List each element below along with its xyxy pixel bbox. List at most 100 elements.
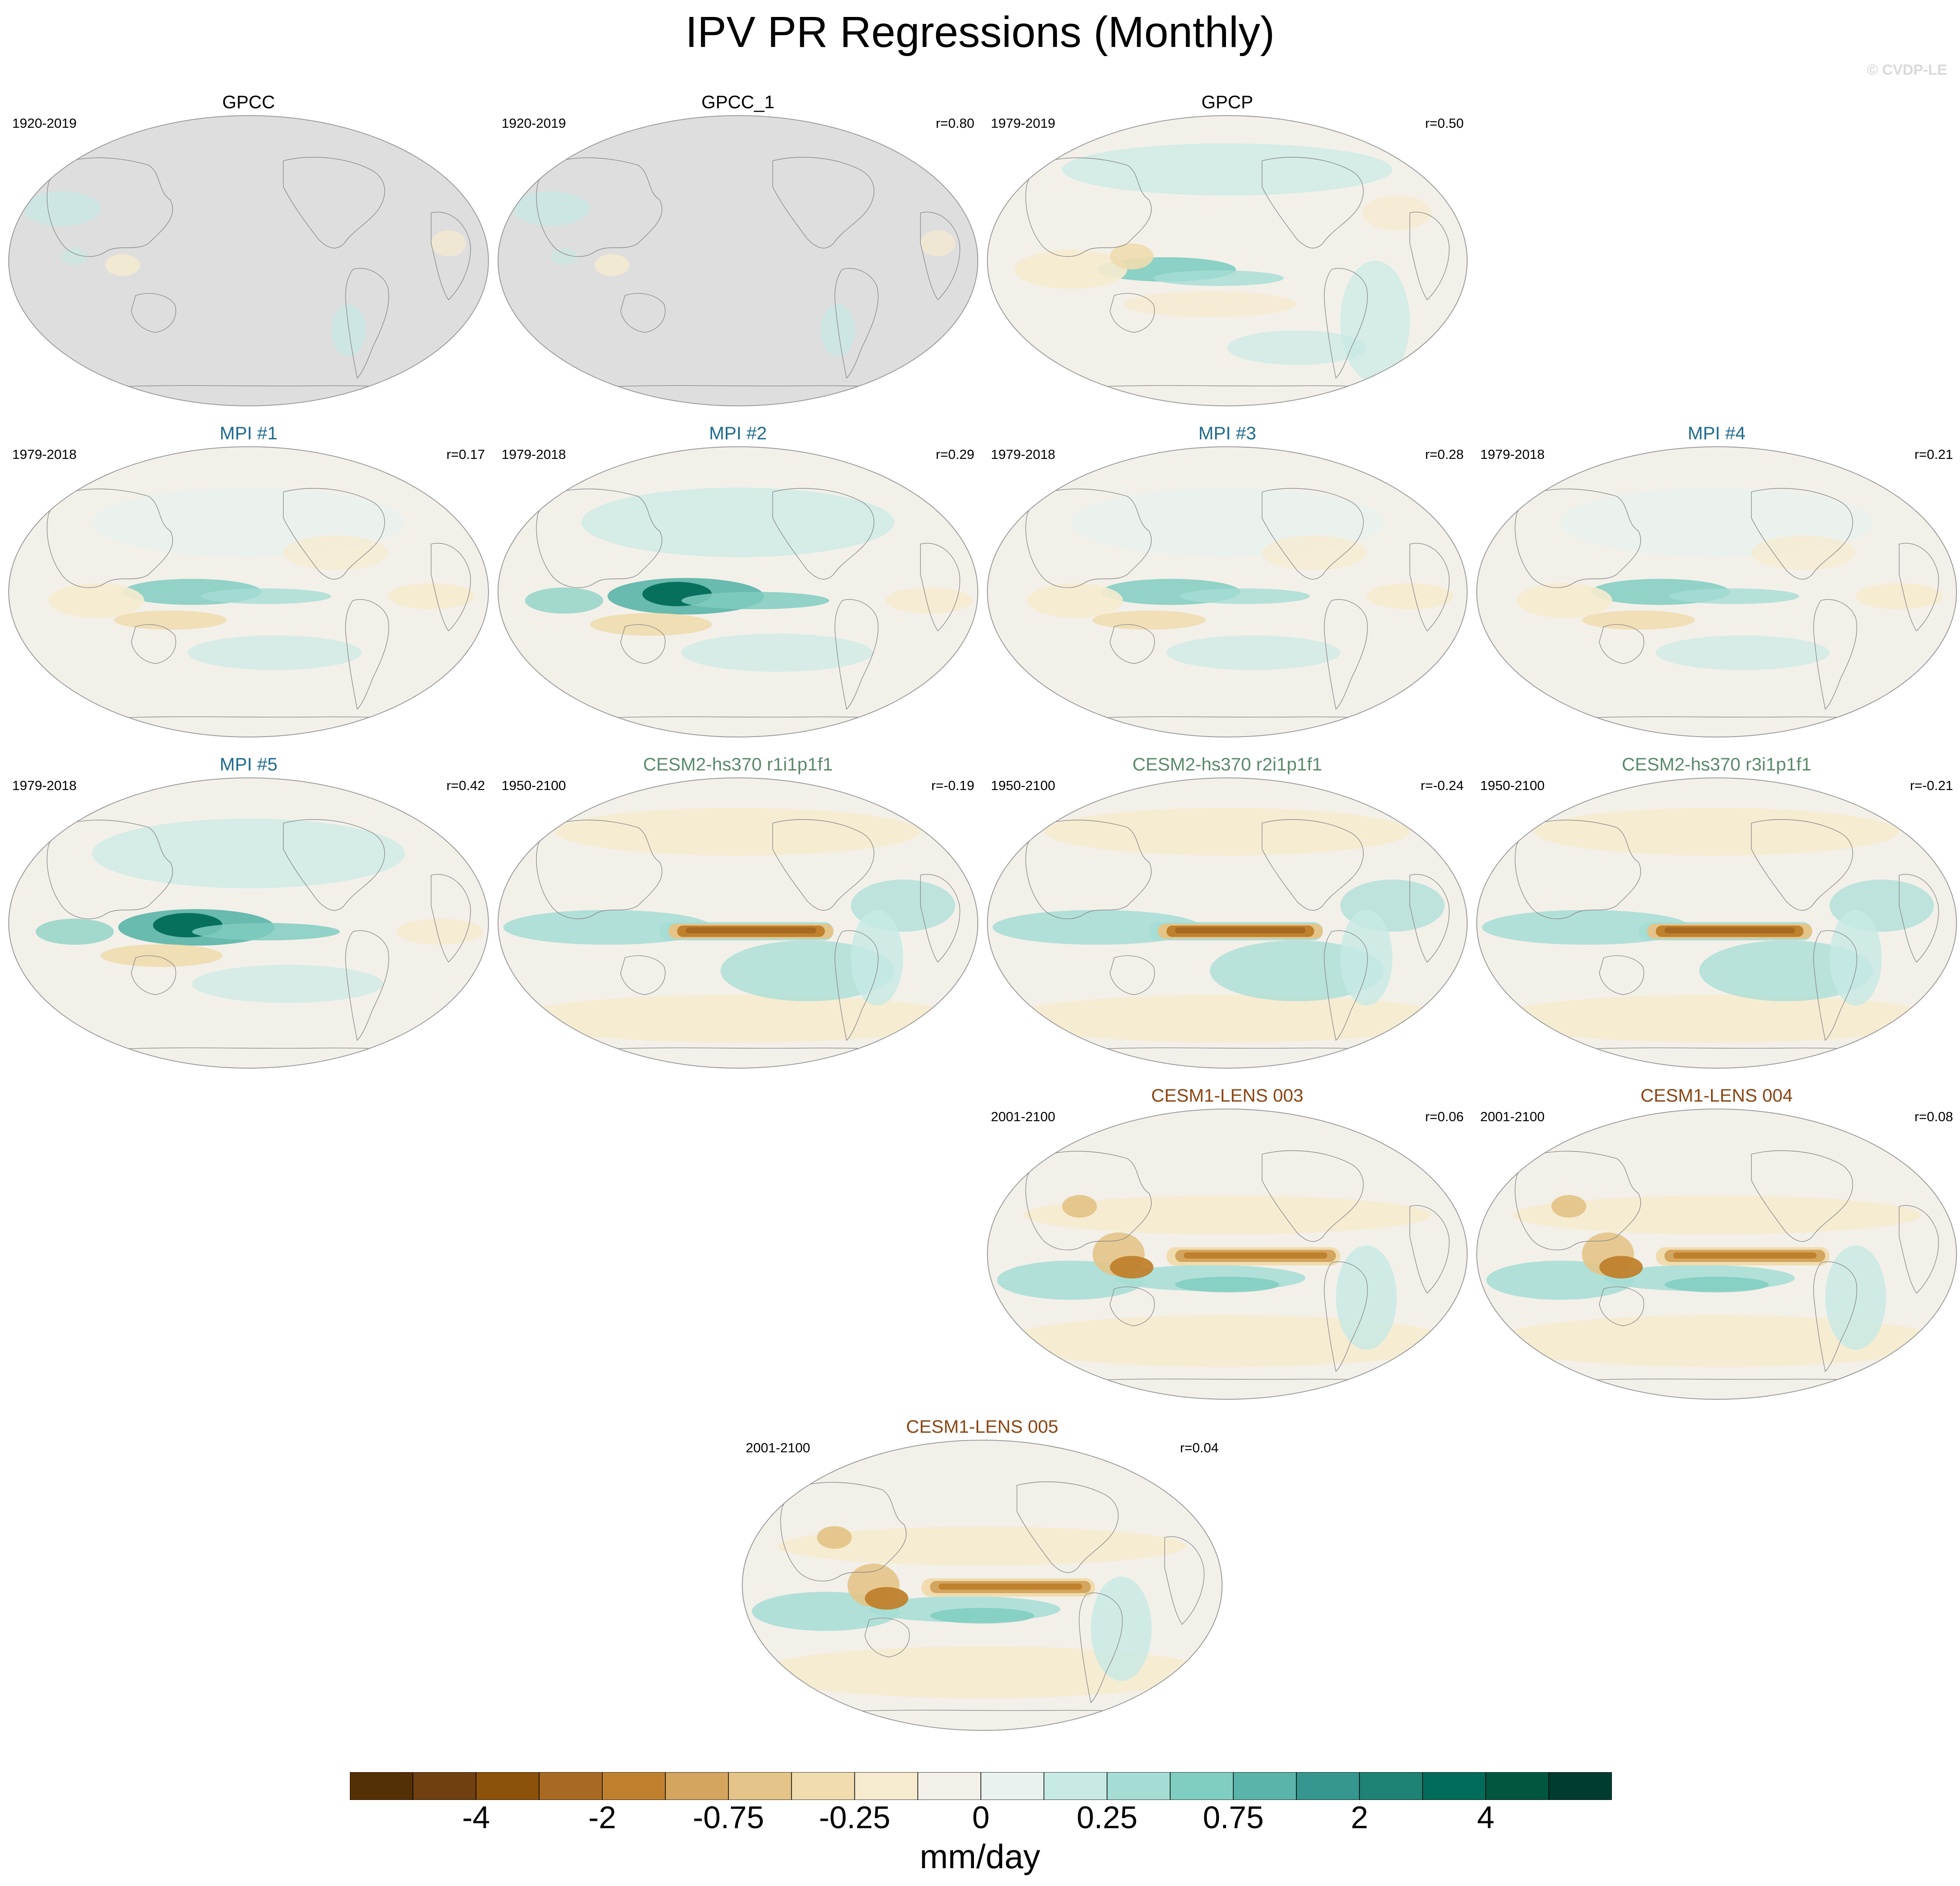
map-border (498, 446, 978, 737)
panel-title: GPCC (222, 92, 275, 112)
map-border (498, 115, 978, 406)
colorbar-tick-label: 0 (972, 1800, 990, 1835)
map-border (987, 115, 1468, 406)
precip-anomaly-region (1512, 1195, 1921, 1235)
panel-title: CESM2-hs370 r2i1p1f1 (1132, 754, 1322, 774)
panel-mpi-5: MPI #5 1979-2018 r=0.42 (5, 754, 492, 1069)
precip-anomaly-region (1110, 243, 1153, 269)
precip-anomaly-region (1656, 635, 1830, 670)
coastline (1262, 488, 1364, 580)
precip-anomaly-region (1175, 927, 1306, 933)
coastline (620, 293, 666, 333)
precip-anomaly-region (1110, 1256, 1153, 1278)
precip-anomaly-region (1491, 1315, 1943, 1367)
panel-title: CESM1-LENS 004 (1640, 1085, 1793, 1106)
precip-anomaly-region (1482, 910, 1691, 945)
coastline (1324, 599, 1368, 710)
precip-anomaly-region (1362, 196, 1432, 230)
map-border (987, 777, 1468, 1069)
precip-anomaly-region (36, 919, 114, 945)
colorbar-swatch (475, 1772, 540, 1800)
coastline (1324, 268, 1368, 379)
panel-gpcc-1: GPCC_1 1920-2019 r=0.80 (495, 91, 981, 406)
precip-anomaly-region (721, 940, 894, 1001)
coastline (620, 955, 666, 995)
coastline (1110, 293, 1155, 333)
panel-correlation: r=0.08 (1914, 1109, 1953, 1124)
map-border (8, 446, 489, 737)
colorbar-swatch (980, 1772, 1044, 1800)
coastline (1110, 1286, 1155, 1326)
coastline (1899, 1205, 1939, 1294)
panel-mpi-4: MPI #4 1979-2018 r=0.21 (1473, 422, 1960, 737)
precip-anomaly-region (930, 1608, 1034, 1624)
precip-anomaly-region (525, 588, 603, 614)
world-map (987, 1109, 1468, 1400)
precip-anomaly-region (590, 613, 712, 636)
coastline (1409, 1205, 1450, 1294)
world-map (987, 115, 1468, 406)
coastline (536, 488, 663, 588)
panel-correlation: r=-0.21 (1910, 778, 1953, 793)
precip-anomaly-region (1227, 330, 1366, 365)
colorbar-swatch (1485, 1772, 1549, 1800)
coastline (283, 488, 385, 580)
coastline (1751, 1150, 1853, 1242)
world-map (8, 777, 489, 1069)
panel-period: 1920-2019 (502, 116, 566, 131)
coastline (780, 1482, 907, 1582)
coastline (864, 1617, 910, 1657)
precip-anomaly-region (1599, 1256, 1643, 1278)
precip-anomaly-region (188, 635, 362, 670)
panel-period: 1979-2019 (991, 116, 1056, 131)
colorbar-swatch (1548, 1772, 1612, 1800)
precip-anomaly-region (1582, 611, 1695, 630)
panel-correlation: r=0.42 (446, 778, 485, 793)
precip-anomaly-region (92, 819, 405, 888)
precip-anomaly-region (886, 588, 973, 614)
colorbar-swatch (350, 1772, 413, 1800)
panel-title: MPI #2 (709, 423, 767, 443)
colorbar-swatch (665, 1772, 729, 1800)
coastline (536, 820, 663, 920)
coastline (1324, 930, 1368, 1041)
map-border (8, 777, 489, 1069)
colorbar-swatch (602, 1772, 666, 1800)
precip-anomaly-region (1262, 535, 1366, 570)
coastline (1751, 819, 1853, 911)
world-map (742, 1440, 1223, 1731)
coastline (1324, 1261, 1368, 1372)
panel-title: MPI #5 (219, 754, 278, 774)
colorbar-tick-label: 4 (1477, 1800, 1495, 1835)
world-map (8, 446, 489, 737)
precip-anomaly-region (939, 1584, 1082, 1590)
colorbar-swatch (1169, 1772, 1234, 1800)
precip-anomaly-region (756, 1646, 1208, 1698)
precip-anomaly-region (1340, 910, 1392, 1006)
panel-correlation: r=-0.19 (931, 778, 974, 793)
panel-period: 1979-2018 (12, 447, 77, 462)
panel-title: GPCP (1201, 92, 1253, 112)
panel-period: 2001-2100 (746, 1440, 811, 1455)
colorbar-tick-label: 2 (1351, 1800, 1369, 1835)
panel-correlation: r=0.29 (936, 447, 974, 462)
coastline (131, 955, 176, 995)
precip-anomaly-region (1062, 143, 1392, 196)
colorbar-swatch (1043, 1772, 1108, 1800)
precip-anomaly-region (1153, 270, 1284, 286)
map-border (987, 1109, 1468, 1400)
coastline (1025, 1151, 1152, 1251)
coastline (1110, 955, 1155, 995)
precip-anomaly-region (201, 588, 331, 604)
coastline (1899, 543, 1939, 632)
colorbar-swatch (412, 1772, 477, 1800)
panel-period: 1979-2018 (12, 778, 77, 793)
precip-anomaly-region (686, 927, 816, 933)
precip-anomaly-region (49, 583, 144, 618)
precip-anomaly-region (192, 965, 383, 1003)
precip-anomaly-region (865, 1587, 908, 1610)
map-border (1476, 446, 1957, 737)
precip-anomaly-region (595, 254, 629, 276)
coastline (1599, 624, 1644, 664)
panel-title: CESM1-LENS 005 (906, 1416, 1059, 1437)
